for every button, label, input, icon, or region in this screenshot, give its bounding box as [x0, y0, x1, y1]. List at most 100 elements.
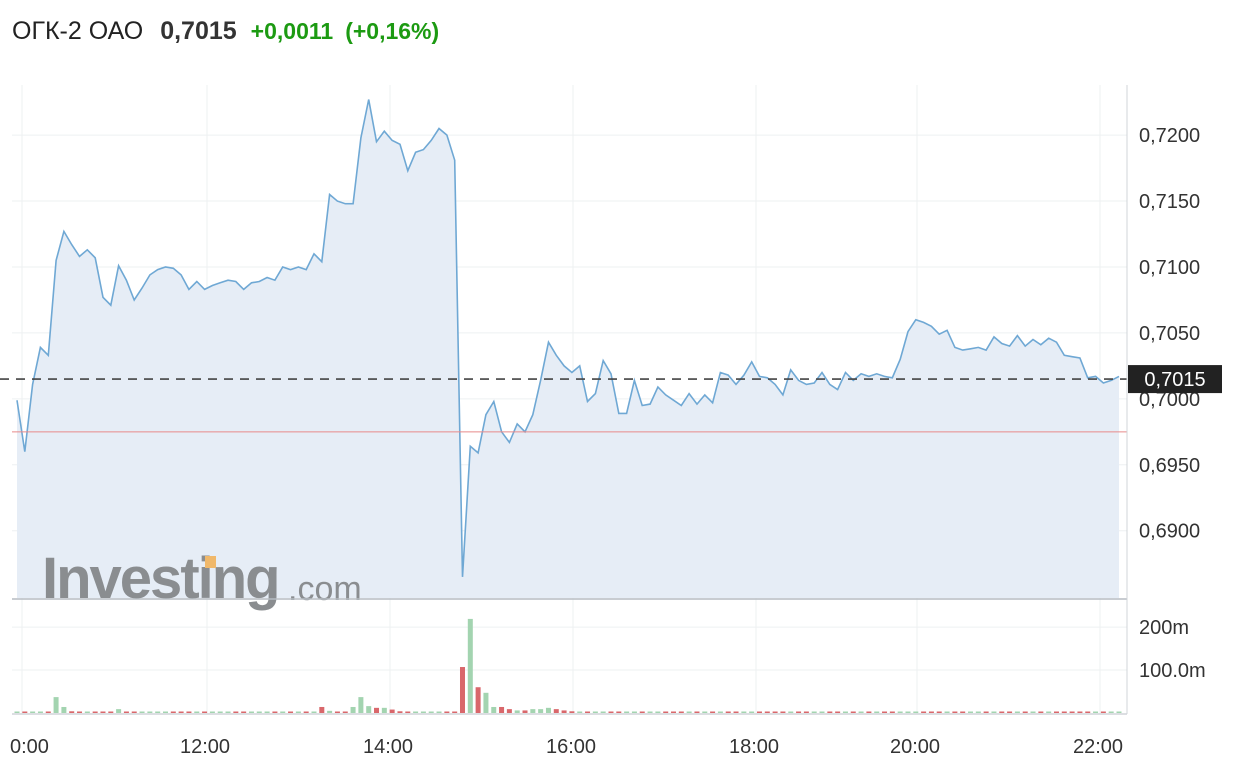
volume-bar — [678, 711, 684, 713]
volume-bar — [37, 711, 43, 713]
volume-bar — [303, 711, 309, 713]
volume-bar — [842, 711, 848, 713]
price-tick-label: 0,7000 — [1139, 389, 1200, 411]
volume-bar — [84, 711, 90, 713]
volume-bar — [1061, 711, 1067, 713]
volume-bar — [811, 711, 817, 713]
volume-bar — [561, 710, 567, 713]
volume-bar — [1085, 711, 1091, 713]
volume-bar — [655, 711, 661, 713]
volume-bar — [475, 687, 481, 713]
volume-bar — [506, 709, 512, 713]
volume-bar — [1030, 711, 1036, 713]
current-price-label-bg — [1128, 365, 1222, 394]
volume-bar — [77, 711, 83, 713]
volume-bar — [241, 711, 247, 713]
current-price-label: 0,7015 — [1128, 365, 1222, 394]
volume-bar — [108, 711, 114, 713]
volume-bar — [921, 711, 927, 713]
volume-bar — [663, 711, 669, 713]
volume-bar — [428, 711, 434, 713]
volume-bar — [459, 667, 465, 713]
current-price-label-text: 0,7015 — [1144, 369, 1205, 391]
volume-bar — [866, 711, 872, 713]
volume-bar — [397, 711, 403, 713]
volume-bar — [264, 711, 270, 713]
volume-bar — [592, 711, 598, 713]
volume-axis-labels: 200m 100.0m — [1139, 617, 1206, 682]
price-tick-label: 0,7050 — [1139, 323, 1200, 345]
volume-bar — [491, 706, 497, 713]
time-axis-labels: 0:00 12:00 14:00 16:00 18:00 20:00 22:00 — [10, 736, 1123, 758]
volume-bar — [741, 711, 747, 713]
time-tick-label: 12:00 — [180, 736, 230, 758]
volume-bar — [1007, 711, 1013, 713]
volume-bar — [671, 711, 677, 713]
volume-bar — [483, 692, 489, 713]
volume-bar — [530, 709, 536, 713]
time-tick-label: 20:00 — [890, 736, 940, 758]
volume-bar — [1038, 711, 1044, 713]
volume-bar — [1100, 711, 1106, 713]
volume-bar — [413, 711, 419, 713]
volume-bar — [850, 711, 856, 713]
volume-bar — [913, 711, 919, 713]
volume-bar — [92, 711, 98, 713]
volume-bar — [69, 711, 75, 713]
volume-tick-label: 100.0m — [1139, 660, 1206, 682]
volume-bar — [217, 711, 223, 713]
volume-bar — [545, 707, 551, 713]
instrument-name: ОГК-2 ОАО — [12, 16, 144, 45]
volume-bar — [61, 706, 67, 713]
volume-bar — [186, 711, 192, 713]
volume-bar — [233, 711, 239, 713]
volume-bar — [202, 711, 208, 713]
volume-bar — [780, 711, 786, 713]
price-tick-label: 0,6950 — [1139, 455, 1200, 477]
price-tick-label: 0,7100 — [1139, 257, 1200, 279]
volume-bar — [1093, 711, 1099, 713]
volume-bar — [100, 711, 106, 713]
volume-bar — [1069, 711, 1075, 713]
volume-bar — [889, 711, 895, 713]
volume-bar — [522, 710, 528, 713]
volume-bar — [405, 711, 411, 713]
volume-bar — [170, 711, 176, 713]
volume-tick-label: 200m — [1139, 617, 1189, 639]
volume-bar — [749, 711, 755, 713]
volume-bar — [796, 711, 802, 713]
volume-bar — [155, 711, 161, 713]
volume-bar — [647, 711, 653, 713]
volume-bar — [452, 711, 458, 713]
volume-bar — [53, 697, 59, 713]
volume-bar — [944, 711, 950, 713]
volume-bar — [45, 711, 51, 713]
volume-bar — [366, 706, 372, 713]
investing-logo-watermark: Investing .com — [42, 546, 362, 611]
volume-bar — [553, 709, 559, 713]
volume-bar — [350, 706, 356, 713]
volume-bar — [194, 711, 200, 713]
volume-bar — [968, 711, 974, 713]
volume-bar — [1053, 711, 1059, 713]
price-tick-label: 0,7150 — [1139, 191, 1200, 213]
volume-bars — [14, 618, 1122, 713]
volume-bar — [1077, 711, 1083, 713]
watermark-suffix: .com — [288, 570, 362, 608]
volume-bar — [608, 711, 614, 713]
volume-bar — [178, 711, 184, 713]
price-change: +0,0011 — [250, 17, 334, 44]
volume-bar — [467, 618, 473, 713]
volume-bar — [764, 711, 770, 713]
volume-bar — [803, 711, 809, 713]
volume-bar — [116, 709, 122, 713]
volume-bar — [905, 711, 911, 713]
volume-bar — [342, 711, 348, 713]
volume-bar — [1046, 711, 1052, 713]
volume-bar — [288, 711, 294, 713]
volume-bar — [272, 711, 278, 713]
price-tick-label: 0,7200 — [1139, 125, 1200, 147]
volume-bar — [710, 711, 716, 713]
volume-bar — [631, 711, 637, 713]
